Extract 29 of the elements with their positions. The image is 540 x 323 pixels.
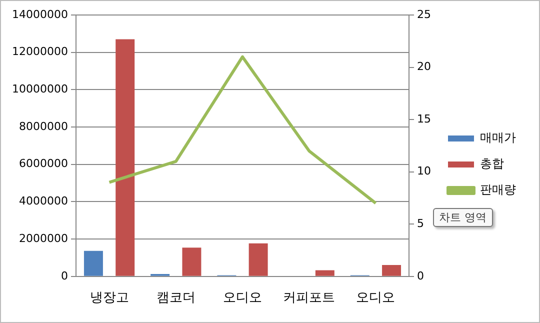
y-tick-label: 2000000	[18, 232, 68, 245]
legend-label: 매매가	[480, 130, 516, 145]
x-tick-label: 커피포트	[283, 290, 336, 306]
y2-tick-label: 5	[417, 216, 424, 230]
bar	[248, 243, 268, 276]
y-tick-label: 0	[60, 269, 68, 282]
bar	[315, 270, 334, 276]
y-tick-label: 12000000	[12, 45, 68, 58]
x-tick-label: 냉장고	[90, 290, 129, 306]
y-tick-label: 4000000	[18, 194, 68, 208]
bar	[116, 39, 135, 276]
bar	[182, 248, 202, 276]
bar	[382, 265, 402, 276]
y-tick-label: 10000000	[12, 82, 68, 96]
legend-label: 판매량	[480, 182, 516, 197]
y2-tick-label: 10	[417, 164, 432, 178]
y-tick-label: 14000000	[12, 8, 68, 21]
bar	[84, 250, 103, 276]
y2-tick-label: 0	[417, 269, 424, 282]
y-tick-label: 6000000	[18, 157, 68, 170]
x-tick-label: 오디오	[356, 290, 396, 306]
y2-tick-label: 25	[417, 8, 432, 21]
y2-tick-label: 20	[417, 60, 432, 74]
y2-tick-label: 15	[417, 112, 432, 126]
text: 차트 영역	[433, 208, 492, 227]
legend-label: 총합	[480, 156, 504, 171]
x-tick-label: 캠코더	[156, 290, 196, 306]
x-tick-label: 오디오	[222, 290, 262, 306]
y-tick-label: 8000000	[18, 120, 68, 133]
